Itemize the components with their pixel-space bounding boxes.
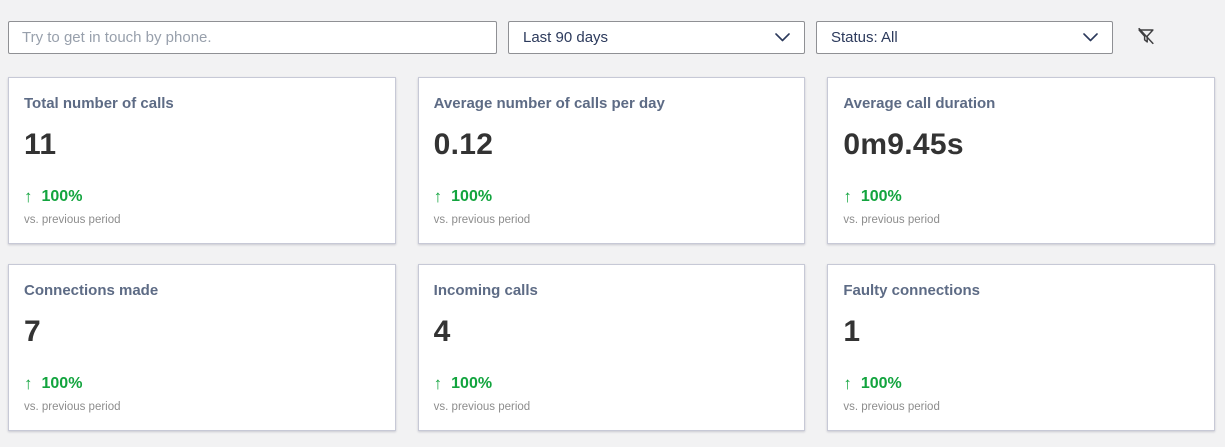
date-range-value: Last 90 days [523, 29, 609, 46]
trend-indicator: ↑ 100% [24, 374, 380, 394]
trend-indicator: ↑ 100% [24, 187, 380, 207]
trend-up-icon: ↑ [433, 374, 443, 393]
filter-bar: Last 90 days Status: All [0, 0, 1225, 54]
stat-card-total-calls: Total number of calls 11 ↑ 100% vs. prev… [8, 77, 396, 244]
search-input[interactable] [8, 21, 497, 54]
trend-percent: 100% [451, 188, 493, 205]
trend-percent: 100% [860, 188, 902, 205]
stat-card-connections-made: Connections made 7 ↑ 100% vs. previous p… [8, 264, 396, 431]
clear-filters-button[interactable] [1126, 21, 1166, 54]
chevron-down-icon [1083, 29, 1098, 46]
stats-grid: Total number of calls 11 ↑ 100% vs. prev… [0, 54, 1225, 431]
trend-percent: 100% [41, 375, 83, 392]
status-value: Status: All [831, 29, 898, 46]
trend-indicator: ↑ 100% [434, 187, 790, 207]
card-title: Faulty connections [843, 282, 981, 299]
compare-label: vs. previous period [433, 401, 531, 413]
filter-off-icon [1135, 25, 1157, 50]
chevron-down-icon [775, 29, 790, 46]
card-title: Average call duration [843, 95, 996, 112]
card-title: Total number of calls [24, 95, 174, 112]
card-title: Incoming calls [433, 282, 538, 299]
stat-card-avg-call-duration: Average call duration 0m9.45s ↑ 100% vs.… [827, 77, 1215, 244]
status-select[interactable]: Status: All [816, 21, 1113, 54]
compare-label: vs. previous period [843, 214, 940, 226]
compare-label: vs. previous period [24, 401, 121, 413]
stat-card-avg-calls-per-day: Average number of calls per day 0.12 ↑ 1… [417, 77, 806, 244]
trend-indicator: ↑ 100% [843, 374, 1199, 394]
compare-label: vs. previous period [24, 214, 121, 226]
compare-label: vs. previous period [433, 214, 531, 226]
trend-indicator: ↑ 100% [434, 374, 790, 394]
stat-card-faulty-connections: Faulty connections 1 ↑ 100% vs. previous… [827, 264, 1215, 431]
card-value: 0m9.45s [843, 128, 964, 161]
trend-percent: 100% [451, 375, 493, 392]
trend-up-icon: ↑ [433, 187, 443, 206]
stat-card-incoming-calls: Incoming calls 4 ↑ 100% vs. previous per… [417, 264, 806, 431]
trend-up-icon: ↑ [24, 187, 33, 206]
trend-indicator: ↑ 100% [843, 187, 1199, 207]
date-range-select[interactable]: Last 90 days [508, 21, 805, 54]
card-value: 4 [433, 315, 451, 348]
trend-up-icon: ↑ [843, 374, 852, 393]
card-value: 1 [843, 315, 861, 348]
card-title: Average number of calls per day [433, 95, 665, 112]
trend-up-icon: ↑ [843, 187, 852, 206]
compare-label: vs. previous period [843, 401, 940, 413]
card-value: 7 [24, 315, 41, 348]
trend-percent: 100% [860, 375, 902, 392]
card-title: Connections made [24, 282, 159, 299]
card-value: 0.12 [433, 128, 494, 161]
card-value: 11 [24, 128, 57, 161]
trend-up-icon: ↑ [24, 374, 33, 393]
trend-percent: 100% [41, 188, 83, 205]
